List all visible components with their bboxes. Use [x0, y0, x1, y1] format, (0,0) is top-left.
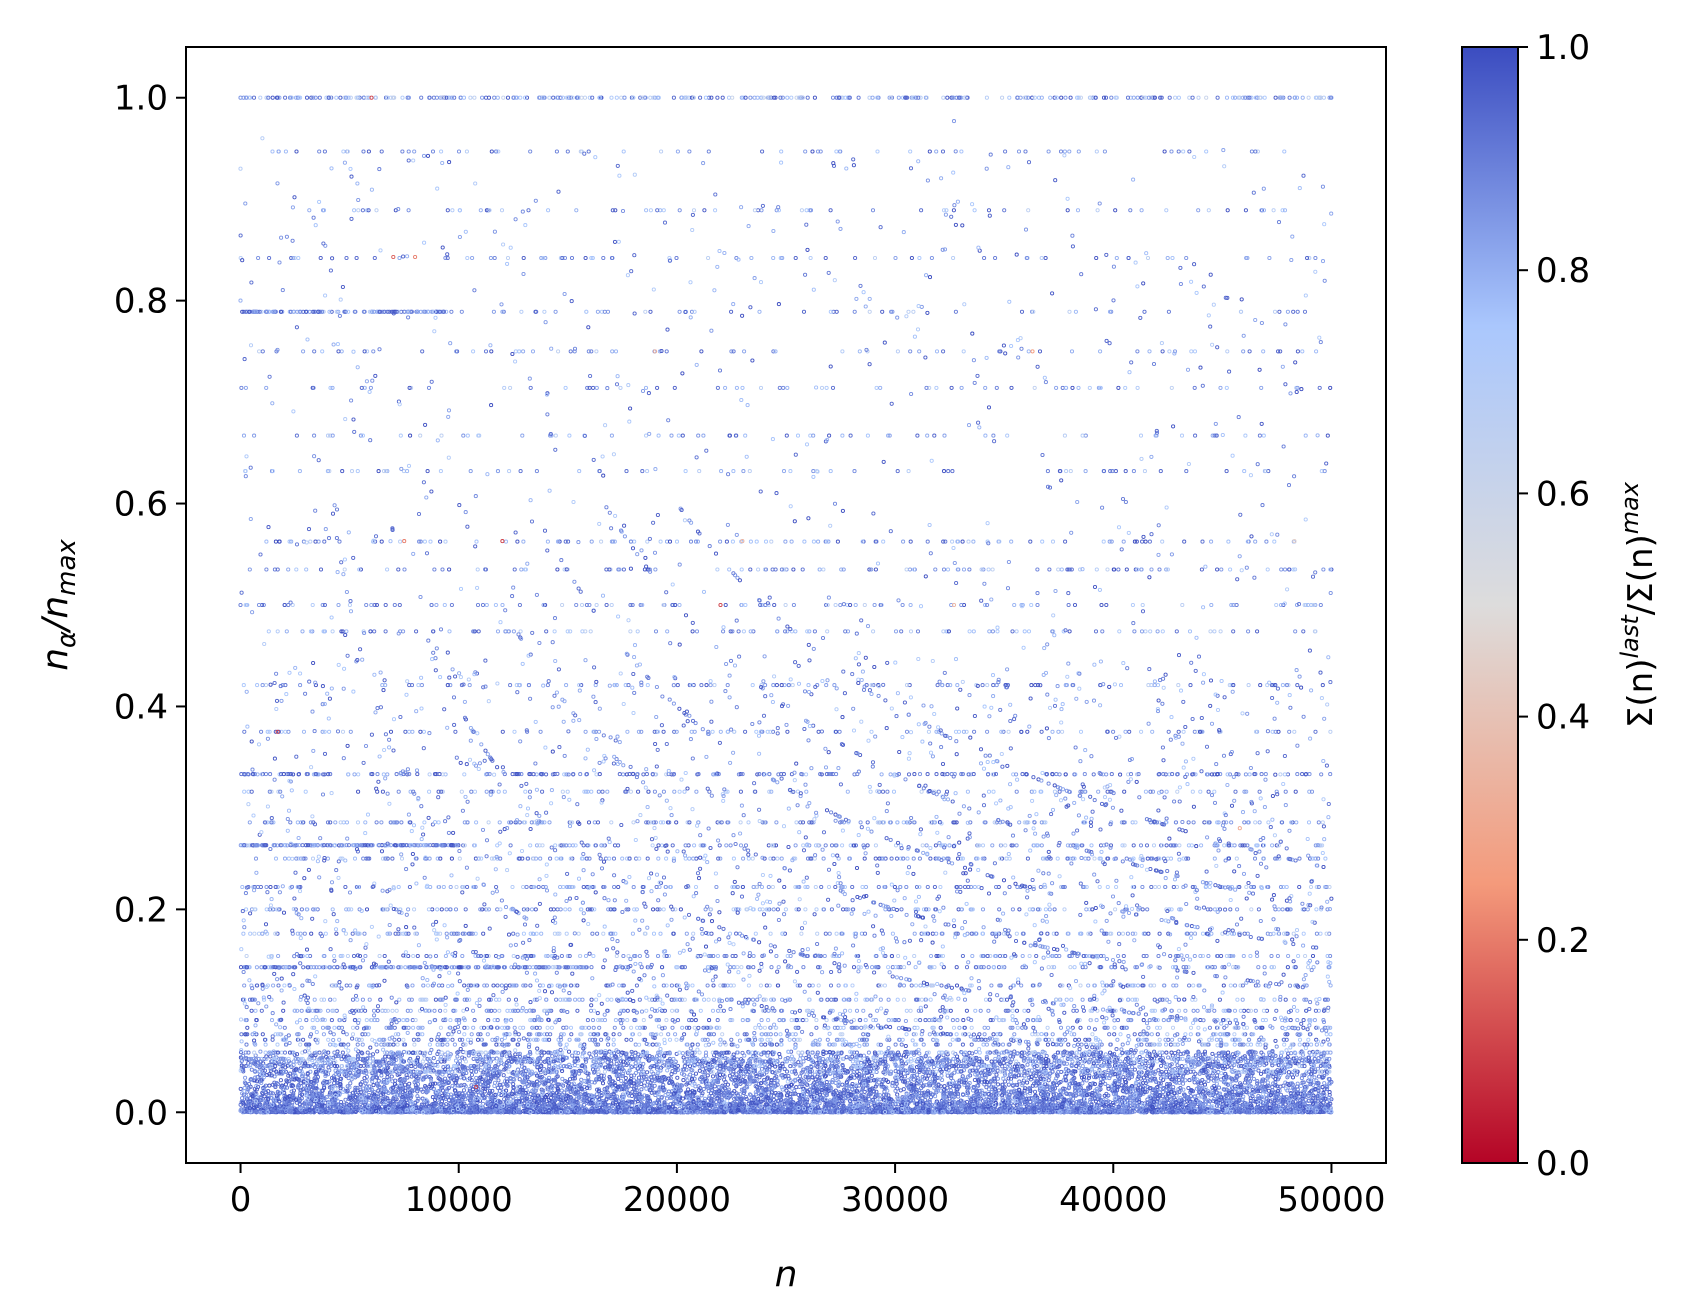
- scatter-point: [743, 1094, 748, 1099]
- scatter-point: [1258, 1071, 1264, 1076]
- scatter-point: [255, 1075, 260, 1080]
- scatter-point: [458, 1075, 463, 1080]
- scatter-point: [790, 1086, 795, 1091]
- scatter-point: [243, 1075, 248, 1080]
- scatter-point: [415, 1055, 420, 1060]
- scatter-point: [1270, 1085, 1275, 1090]
- scatter-point: [681, 1055, 686, 1060]
- scatter-point: [534, 1079, 540, 1084]
- scatter-point: [784, 1088, 789, 1093]
- scatter-point: [778, 1055, 783, 1060]
- scatter-point: [375, 1049, 380, 1054]
- scatter-point: [527, 1050, 533, 1055]
- scatter-point: [1046, 1078, 1051, 1083]
- scatter-point: [490, 1088, 495, 1093]
- scatter-point: [435, 1059, 440, 1065]
- scatter-point: [278, 1078, 283, 1083]
- scatter-point: [675, 1075, 680, 1080]
- scatter-point: [496, 1078, 501, 1083]
- scatter-point: [1001, 1060, 1006, 1065]
- scatter-point: [1216, 1085, 1222, 1090]
- scatter-point: [401, 1049, 407, 1054]
- scatter-point: [973, 1049, 979, 1054]
- scatter-point: [283, 1069, 288, 1074]
- scatter-point: [238, 1086, 243, 1091]
- scatter-point: [741, 1074, 746, 1079]
- scatter-point: [619, 1078, 624, 1083]
- scatter-point: [664, 1096, 670, 1101]
- scatter-point: [1005, 1061, 1010, 1067]
- scatter-point: [1214, 1081, 1219, 1086]
- scatter-point: [1132, 1067, 1137, 1072]
- scatter-point: [343, 1097, 348, 1102]
- scatter-point: [712, 1084, 717, 1089]
- scatter-point: [419, 1102, 424, 1107]
- scatter-point: [701, 1086, 706, 1092]
- scatter-point: [1229, 1065, 1234, 1070]
- scatter-point: [895, 1086, 900, 1091]
- scatter-point: [560, 1076, 565, 1081]
- scatter-point: [889, 1057, 894, 1062]
- scatter-point: [911, 1077, 916, 1082]
- scatter-point: [570, 1053, 575, 1058]
- scatter-point: [1226, 1060, 1231, 1065]
- scatter-point: [824, 1080, 829, 1085]
- scatter-point: [636, 1052, 641, 1057]
- scatter-point: [424, 1063, 429, 1068]
- scatter-point: [1025, 1062, 1030, 1067]
- scatter-point: [522, 1085, 528, 1090]
- scatter-point: [1202, 1051, 1207, 1056]
- scatter-point: [1032, 1089, 1038, 1094]
- scatter-point: [266, 1092, 271, 1097]
- scatter-point: [566, 1049, 572, 1054]
- scatter-point: [697, 1068, 702, 1073]
- scatter-point: [492, 1080, 498, 1085]
- scatter-point: [1192, 1080, 1197, 1085]
- scatter-point: [1268, 1099, 1273, 1104]
- scatter-point: [994, 1072, 999, 1077]
- scatter-point: [240, 1096, 245, 1101]
- scatter-point: [479, 1062, 484, 1067]
- scatter-point: [559, 1088, 564, 1093]
- scatter-point: [636, 1075, 642, 1080]
- scatter-point: [905, 1078, 911, 1083]
- scatter-point: [705, 1073, 710, 1078]
- scatter-point: [379, 1073, 384, 1078]
- scatter-point: [869, 1073, 874, 1078]
- scatter-point: [572, 1076, 577, 1081]
- scatter-point: [461, 1088, 467, 1093]
- scatter-point: [588, 1055, 593, 1060]
- scatter-point: [1202, 1049, 1208, 1054]
- scatter-point: [796, 1060, 801, 1065]
- scatter-point: [428, 1051, 433, 1056]
- scatter-point: [748, 1093, 753, 1098]
- scatter-point: [389, 1074, 394, 1079]
- scatter-point: [464, 1093, 469, 1098]
- scatter-point: [688, 1072, 693, 1077]
- scatter-point: [623, 1075, 628, 1081]
- scatter-point: [386, 1054, 391, 1059]
- scatter-point: [840, 1082, 845, 1087]
- scatter-points: [238, 95, 1334, 1115]
- scatter-point: [1312, 1075, 1317, 1080]
- scatter-point: [794, 1085, 799, 1090]
- scatter-point: [1180, 1081, 1186, 1086]
